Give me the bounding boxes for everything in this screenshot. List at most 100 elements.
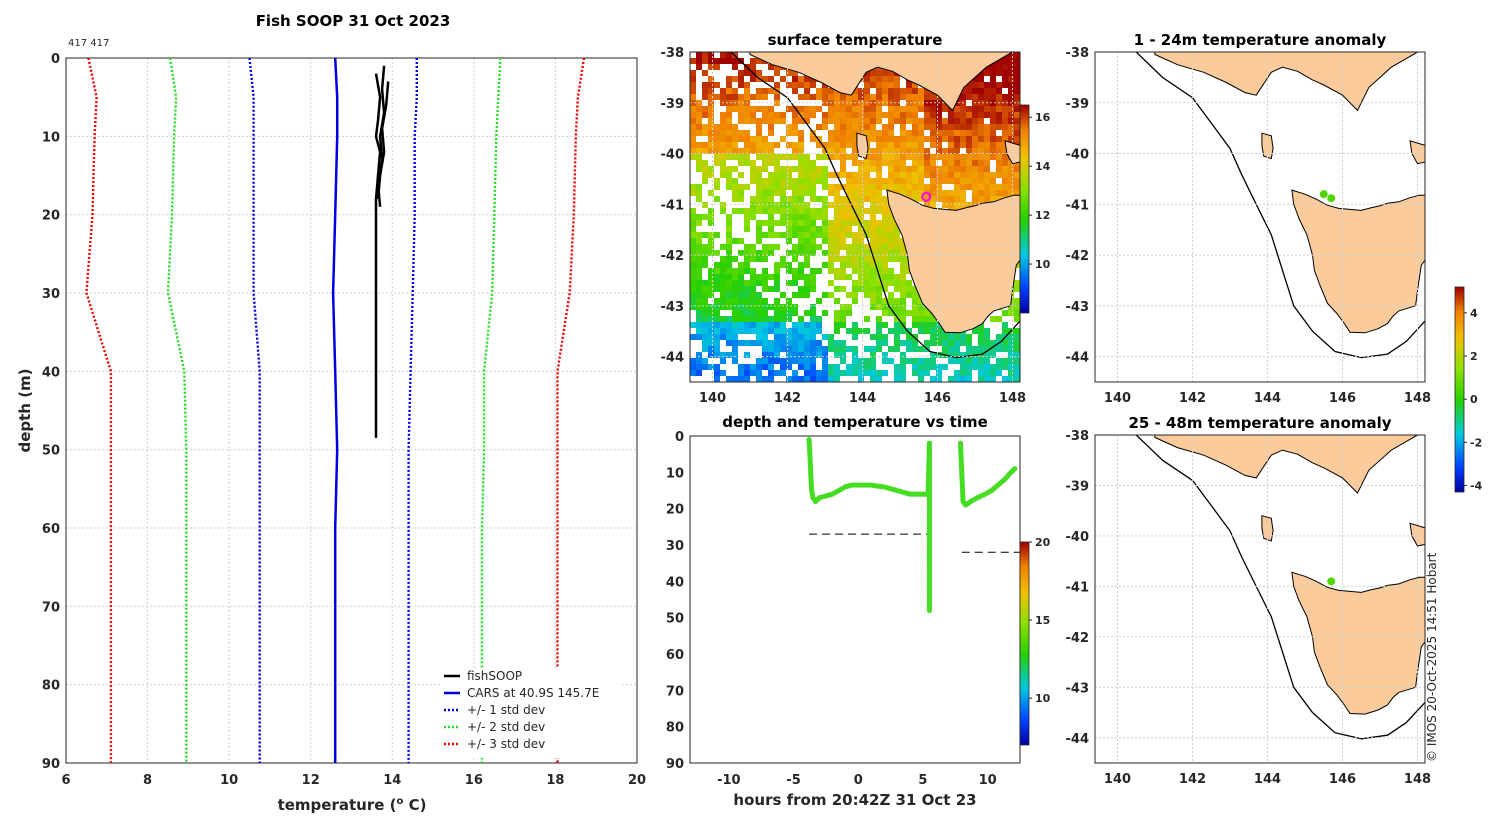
- sst-cell: [768, 286, 774, 292]
- sst-cell: [882, 244, 888, 250]
- sst-cell: [984, 328, 990, 334]
- sst-cell: [816, 136, 822, 142]
- sst-cell: [774, 160, 780, 166]
- sst-cell: [882, 358, 888, 364]
- sst-cell: [1014, 334, 1020, 340]
- sst-cell: [762, 232, 768, 238]
- sst-cell: [732, 352, 738, 358]
- sst-cell: [756, 130, 762, 136]
- sst-cell: [792, 220, 798, 226]
- sst-cell: [696, 112, 702, 118]
- sst-cell: [996, 160, 1002, 166]
- sst-cell: [894, 238, 900, 244]
- sst-cell: [954, 154, 960, 160]
- plot-frame: [1094, 434, 1426, 764]
- sst-cell: [882, 334, 888, 340]
- sst-cell: [798, 190, 804, 196]
- sst-cell: [1002, 322, 1008, 328]
- sst-cell: [702, 94, 708, 100]
- sst-cell: [966, 166, 972, 172]
- sst-cell: [774, 118, 780, 124]
- sst-cell: [960, 364, 966, 370]
- sst-cell: [702, 106, 708, 112]
- sst-cell: [900, 358, 906, 364]
- sst-cell: [756, 202, 762, 208]
- sst-cell: [840, 94, 846, 100]
- sst-cell: [912, 94, 918, 100]
- sst-cell: [810, 364, 816, 370]
- sst-cell: [924, 202, 930, 208]
- sst-cell: [762, 76, 768, 82]
- sst-cell: [960, 358, 966, 364]
- sst-cell: [888, 184, 894, 190]
- sst-cell: [780, 196, 786, 202]
- sst-cell: [894, 118, 900, 124]
- sst-cell: [930, 190, 936, 196]
- sst-cell: [852, 370, 858, 376]
- sst-cell: [756, 184, 762, 190]
- sst-cell: [786, 196, 792, 202]
- sst-cell: [930, 364, 936, 370]
- colorbar-tick-label: 10: [1035, 692, 1051, 705]
- sst-cell: [1008, 124, 1014, 130]
- sst-cell: [966, 376, 972, 382]
- sst-cell: [930, 142, 936, 148]
- sst-cell: [930, 160, 936, 166]
- sst-cell: [1008, 58, 1014, 64]
- sst-cell: [786, 376, 792, 382]
- sst-cell: [816, 214, 822, 220]
- sst-cell: [744, 310, 750, 316]
- sst-cell: [708, 250, 714, 256]
- sst-cell: [936, 106, 942, 112]
- sst-cell: [756, 88, 762, 94]
- x-tick-label: 140: [699, 391, 726, 406]
- x-tick-label: 142: [1179, 391, 1206, 406]
- sst-cell: [846, 94, 852, 100]
- sst-cell: [696, 58, 702, 64]
- sst-cell: [960, 340, 966, 346]
- sst-cell: [864, 292, 870, 298]
- sst-cell: [792, 370, 798, 376]
- shelf-contour-line: [1135, 52, 1425, 359]
- sst-cell: [702, 316, 708, 322]
- sst-cell: [798, 286, 804, 292]
- sst-cell: [744, 220, 750, 226]
- sst-cell: [972, 118, 978, 124]
- sst-cell: [762, 310, 768, 316]
- sst-cell: [714, 196, 720, 202]
- sst-cell: [870, 214, 876, 220]
- sst-cell: [750, 310, 756, 316]
- sst-cell: [930, 316, 936, 322]
- sst-cell: [948, 136, 954, 142]
- sst-cell: [762, 118, 768, 124]
- sst-cell: [726, 220, 732, 226]
- sst-cell: [816, 346, 822, 352]
- sst-cell: [732, 106, 738, 112]
- sst-cell: [894, 250, 900, 256]
- sst-cell: [696, 262, 702, 268]
- y-tick-label: -38: [1066, 429, 1090, 444]
- sst-cell: [870, 256, 876, 262]
- sst-cell: [888, 124, 894, 130]
- sst-cell: [990, 106, 996, 112]
- y-tick-label: -44: [661, 351, 685, 366]
- sst-cell: [756, 280, 762, 286]
- sst-cell: [918, 88, 924, 94]
- y-tick-label: -42: [1066, 249, 1090, 264]
- sst-cell: [1008, 106, 1014, 112]
- sst-cell: [948, 190, 954, 196]
- sst-cell: [990, 370, 996, 376]
- sst-cell: [834, 154, 840, 160]
- sst-cell: [942, 364, 948, 370]
- sst-cell: [930, 196, 936, 202]
- sst-cell: [696, 370, 702, 376]
- sst-cell: [804, 190, 810, 196]
- sst-cell: [786, 178, 792, 184]
- sst-cell: [690, 208, 696, 214]
- sst-cell: [846, 184, 852, 190]
- sst-cell: [804, 244, 810, 250]
- sst-cell: [888, 94, 894, 100]
- sst-cell: [726, 124, 732, 130]
- sst-cell: [840, 208, 846, 214]
- sst-cell: [768, 232, 774, 238]
